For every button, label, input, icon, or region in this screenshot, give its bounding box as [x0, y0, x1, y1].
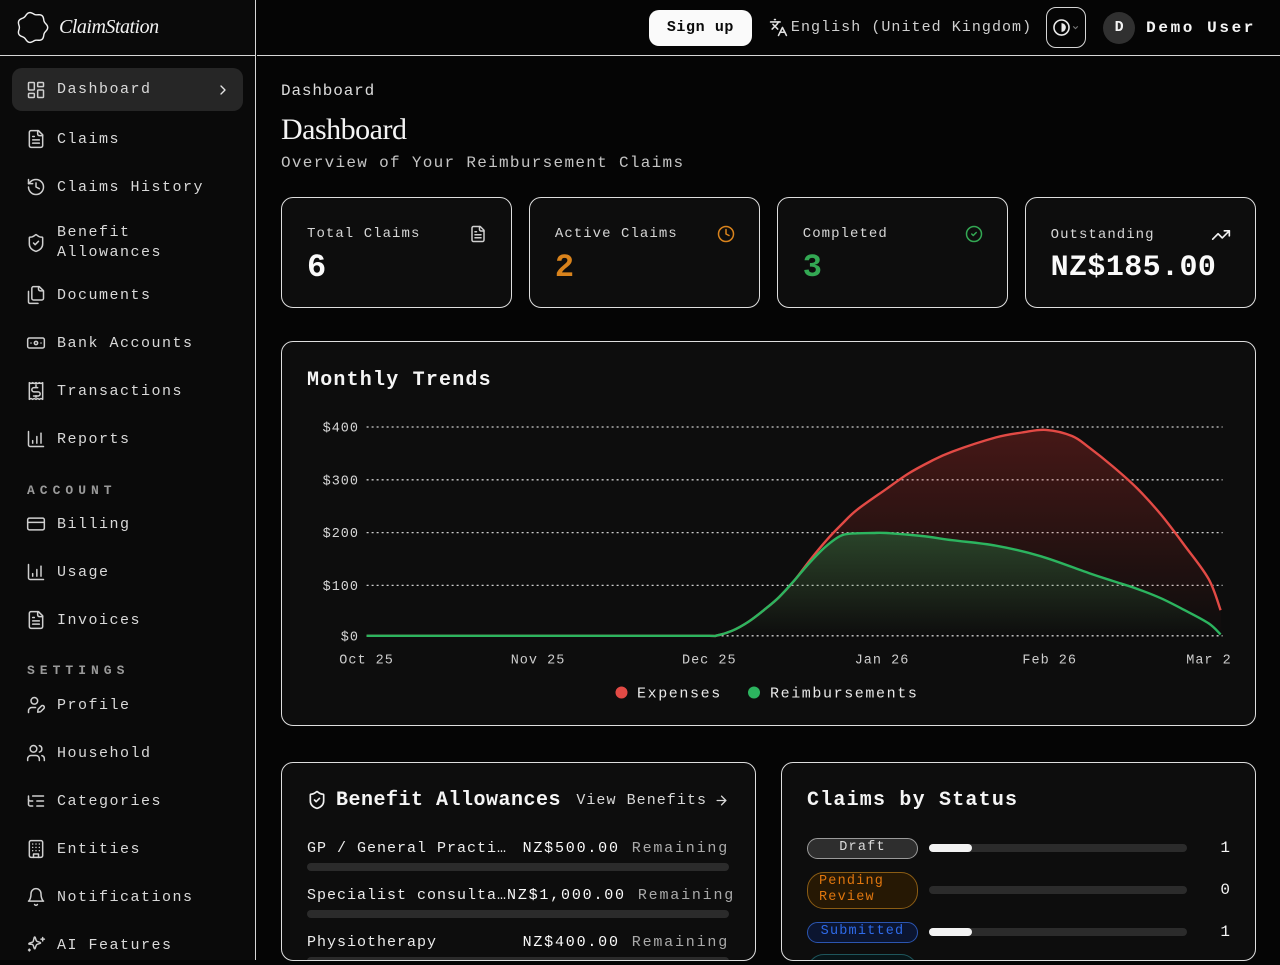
svg-text:Oct 25: Oct 25 [339, 653, 394, 668]
svg-text:Feb 26: Feb 26 [1022, 653, 1077, 668]
svg-text:Reimbursements: Reimbursements [770, 685, 918, 702]
svg-text:$200: $200 [323, 527, 359, 542]
svg-text:$400: $400 [323, 421, 359, 436]
svg-text:Mar 2: Mar 2 [1186, 653, 1232, 668]
svg-text:$100: $100 [323, 579, 359, 594]
svg-text:$300: $300 [323, 474, 359, 489]
svg-text:Expenses: Expenses [637, 685, 722, 702]
svg-text:Jan 26: Jan 26 [855, 653, 910, 668]
svg-text:$0: $0 [341, 630, 359, 645]
svg-text:Nov 25: Nov 25 [511, 653, 566, 668]
svg-text:Dec 25: Dec 25 [682, 653, 737, 668]
